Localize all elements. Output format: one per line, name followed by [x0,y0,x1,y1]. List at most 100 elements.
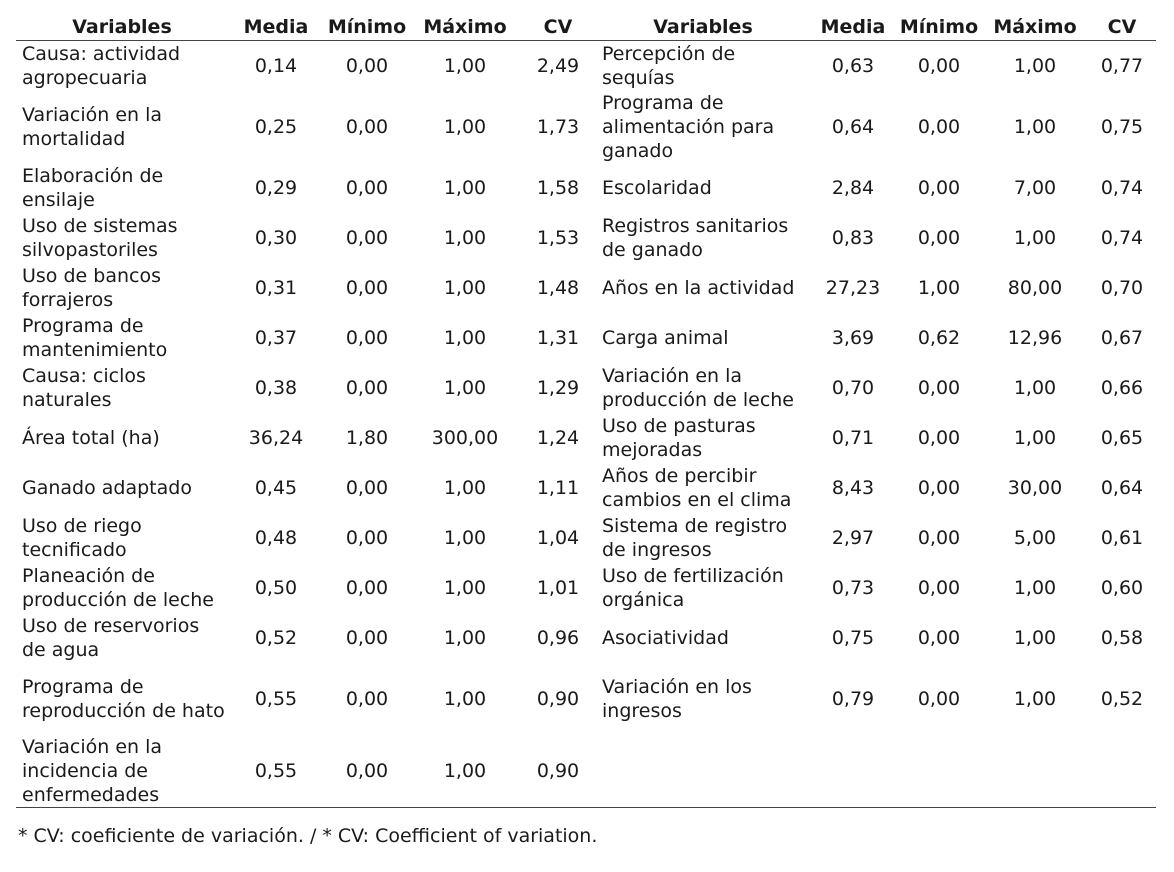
right-cv-cell: 0,75 [1100,115,1144,138]
left-variable-cell: Variación en la incidencia de enfermedad… [16,734,228,808]
left-media-cell: 0,55 [228,734,324,808]
right-minimo-cell: 0,00 [917,115,961,138]
right-minimo-cell: 0,00 [917,687,961,710]
right-maximo-cell: 1,00 [1013,426,1057,449]
table-footnote: * CV: coeficiente de variación. / * CV: … [18,825,598,847]
statistics-table: Variables Media Mínimo Máximo CV Variabl… [16,14,1156,808]
right-variable-cell: Percepción de sequías [602,42,736,89]
right-cv-cell: 0,74 [1100,176,1144,199]
left-media-cell: 0,37 [254,326,298,349]
right-maximo-cell: 12,96 [1007,326,1063,349]
left-media-cell: 0,14 [254,54,298,77]
header-minimo-left: Mínimo [324,14,410,41]
header-variables-right: Variables [596,14,810,41]
table-row: Variación en la mortalidad 0,25 0,00 1,00 1,… [16,91,1156,163]
right-minimo-cell: 0,00 [917,626,961,649]
right-cv-cell: 0,58 [1100,626,1144,649]
right-variable-cell: Variación en la producción de leche [602,364,794,411]
right-media-cell: 0,70 [831,376,875,399]
left-minimo-cell: 1,80 [345,426,389,449]
left-variable-cell: Causa: actividad agropecuaria [22,42,181,89]
right-media-cell: 0,63 [831,54,875,77]
table-row: Causa: actividad agropecuaria 0,14 0,00 1,0… [16,41,1156,91]
left-cv-cell: 1,11 [536,476,580,499]
header-media-right: Media [810,14,896,41]
left-media-cell: 0,31 [254,276,298,299]
table-row: Uso de riego tecnificado 0,48 0,00 1,00 1,04… [16,513,1156,563]
left-variable-cell: Variación en la mortalidad [22,103,163,150]
right-cv-cell: 0,77 [1100,54,1144,77]
table-row: Uso de reservorios de agua 0,52 0,00 1,00 0,… [16,613,1156,663]
left-minimo-cell: 0,00 [345,576,389,599]
left-variable-cell: Elaboración de ensilaje [22,164,164,211]
right-variable-cell [596,734,810,808]
right-maximo-cell: 1,00 [1013,687,1057,710]
left-minimo-cell: 0,00 [324,734,410,808]
header-maximo-right: Máximo [982,14,1088,41]
left-minimo-cell: 0,00 [345,526,389,549]
table-row: Ganado adaptado 0,45 0,00 1,00 1,11 Años de p… [16,463,1156,513]
right-maximo-cell: 1,00 [1013,626,1057,649]
left-maximo-cell: 1,00 [443,476,487,499]
left-maximo-cell: 1,00 [443,226,487,249]
right-cv-cell: 0,64 [1100,476,1144,499]
left-media-cell: 0,25 [254,115,298,138]
left-maximo-cell: 1,00 [443,276,487,299]
left-maximo-cell: 300,00 [431,426,499,449]
left-variable-cell: Uso de bancos forrajeros [22,264,161,311]
left-cv-cell: 1,04 [536,526,580,549]
left-media-cell: 0,50 [254,576,298,599]
table-row: Planeación de producción de leche 0,50 0,0… [16,563,1156,613]
left-minimo-cell: 0,00 [345,226,389,249]
left-media-cell: 0,55 [254,687,298,710]
right-cv-cell: 0,60 [1100,576,1144,599]
right-variable-cell: Asociatividad [602,626,729,649]
left-media-cell: 0,38 [254,376,298,399]
right-minimo-cell: 0,62 [917,326,961,349]
left-maximo-cell: 1,00 [443,115,487,138]
left-minimo-cell: 0,00 [345,626,389,649]
right-variable-cell: Años en la actividad [602,276,795,299]
left-maximo-cell: 1,00 [443,376,487,399]
right-maximo-cell: 5,00 [1013,526,1057,549]
left-minimo-cell: 0,00 [345,276,389,299]
right-cv-cell: 0,66 [1100,376,1144,399]
right-media-cell: 2,84 [831,176,875,199]
right-media-cell [810,734,896,808]
right-media-cell: 2,97 [831,526,875,549]
table-row: Programa de mantenimiento 0,37 0,00 1,00 1,3… [16,313,1156,363]
right-media-cell: 8,43 [831,476,875,499]
header-row: Variables Media Mínimo Máximo CV Variabl… [16,14,1156,41]
right-maximo-cell: 1,00 [1013,376,1057,399]
right-variable-cell: Años de percibir cambios en el clima [602,464,792,511]
left-cv-cell: 1,58 [536,176,580,199]
right-maximo-cell: 1,00 [1013,54,1057,77]
right-media-cell: 0,71 [831,426,875,449]
left-maximo-cell: 1,00 [443,626,487,649]
left-variable-cell: Uso de reservorios de agua [22,614,200,661]
right-media-cell: 3,69 [831,326,875,349]
left-variable-cell: Planeación de producción de leche [22,564,214,611]
left-maximo-cell: 1,00 [443,687,487,710]
right-cv-cell: 0,70 [1100,276,1144,299]
table-row: Causa: ciclos naturales 0,38 0,00 1,00 1,29 V… [16,363,1156,413]
right-variable-cell: Escolaridad [602,176,712,199]
table-row: Uso de sistemas silvopastoriles 0,30 0,00 1… [16,213,1156,263]
left-maximo-cell: 1,00 [443,54,487,77]
right-cv-cell: 0,67 [1100,326,1144,349]
left-cv-cell: 1,73 [536,115,580,138]
right-maximo-cell: 80,00 [1007,276,1063,299]
table-row: Área total (ha) 36,24 1,80 300,00 1,24 Uso de… [16,413,1156,463]
left-variable-cell: Programa de mantenimiento [22,314,168,361]
left-cv-cell: 2,49 [536,54,580,77]
left-minimo-cell: 0,00 [345,687,389,710]
right-minimo-cell: 0,00 [917,576,961,599]
right-cv-cell: 0,61 [1100,526,1144,549]
right-media-cell: 0,64 [831,115,875,138]
left-cv-cell: 1,29 [536,376,580,399]
right-variable-cell: Uso de pasturas mejoradas [602,414,756,461]
right-minimo-cell: 0,00 [917,476,961,499]
right-minimo-cell: 0,00 [917,376,961,399]
left-minimo-cell: 0,00 [345,54,389,77]
left-variable-cell: Causa: ciclos naturales [22,364,146,411]
